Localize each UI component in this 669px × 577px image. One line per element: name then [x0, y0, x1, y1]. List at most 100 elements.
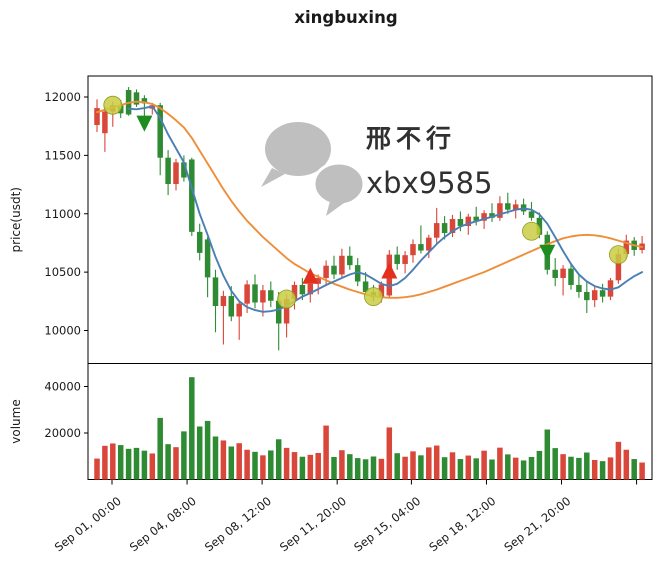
- volume-bar: [607, 457, 614, 480]
- signal-circle-marker: [277, 289, 297, 309]
- volume-bar: [260, 455, 266, 480]
- volume-bar: [212, 436, 219, 480]
- volume-bar: [275, 439, 282, 480]
- volume-bar: [505, 454, 511, 480]
- signal-circle-marker: [103, 95, 123, 115]
- candle-body: [615, 254, 622, 281]
- candle-body: [552, 269, 558, 278]
- candle-body: [457, 219, 464, 227]
- volume-plot: 20000 40000 volume Sep 01, 00:00 Sep 04, 08:…: [9, 363, 653, 555]
- candle-body: [576, 284, 582, 292]
- candle-body: [473, 216, 479, 221]
- candle-body: [481, 213, 487, 221]
- volume-bar: [418, 455, 424, 480]
- volume-bar: [117, 445, 124, 480]
- candle-body: [212, 277, 219, 306]
- volume-bar: [441, 457, 448, 480]
- candle-body: [362, 281, 369, 292]
- volume-bar: [268, 450, 274, 480]
- sell-triangle-marker: [136, 115, 153, 132]
- volume-bar: [457, 459, 464, 480]
- price-y-axis: 10000 10500 11000 11500 12000 price(usdt): [9, 90, 88, 338]
- candle-body: [228, 296, 235, 317]
- x-tick-label: Sep 15, 04:00: [351, 494, 423, 555]
- candle-body: [165, 157, 171, 184]
- volume-bar: [102, 445, 108, 480]
- volume-bar: [149, 453, 156, 480]
- volume-bar: [370, 456, 377, 480]
- volume-bar: [489, 459, 495, 480]
- volume-bar: [347, 454, 353, 480]
- volume-bar: [536, 450, 543, 480]
- volume-bar: [331, 456, 337, 480]
- price-y-tick-label: 11000: [44, 207, 81, 221]
- volume-bar: [520, 460, 527, 480]
- volume-y-tick-label: 20000: [44, 426, 81, 440]
- volume-bar: [449, 452, 456, 480]
- candle-body: [449, 219, 456, 234]
- candle-body: [465, 216, 472, 227]
- candle-body: [331, 265, 337, 275]
- volume-bar: [378, 458, 385, 480]
- watermark: 邢不行 xbx9585: [261, 122, 493, 216]
- price-y-tick-label: 11500: [44, 148, 81, 162]
- candle-body: [512, 204, 519, 210]
- price-y-tick-label: 10000: [44, 324, 81, 338]
- candlesticks: [94, 87, 645, 351]
- x-axis: Sep 01, 00:00 Sep 04, 08:00 Sep 08, 12:00 S…: [52, 479, 638, 555]
- candle-body: [354, 265, 361, 282]
- volume-bar: [252, 451, 258, 480]
- candle-body: [591, 290, 598, 301]
- volume-bar: [94, 458, 100, 480]
- volume-bar: [354, 458, 361, 480]
- x-tick-label: Sep 11, 20:00: [277, 494, 349, 555]
- watermark-text-id: xbx9585: [366, 166, 493, 200]
- volume-bar: [599, 461, 606, 480]
- price-axis-label: price(usdt): [9, 187, 23, 252]
- candle-body: [102, 111, 108, 134]
- volume-y-tick-label: 40000: [44, 380, 81, 394]
- candle-body: [599, 290, 606, 297]
- candle-body: [94, 108, 100, 126]
- candle-body: [347, 255, 353, 266]
- candle-body: [268, 290, 274, 301]
- volume-bar: [528, 456, 535, 480]
- candle-body: [196, 231, 203, 253]
- candle-body: [489, 213, 495, 218]
- volume-bar: [402, 456, 408, 480]
- volume-plot-frame: [87, 363, 653, 480]
- candle-body: [426, 237, 432, 251]
- price-y-tick-label: 10500: [44, 265, 81, 279]
- x-tick-label: Sep 21, 20:00: [501, 494, 573, 555]
- volume-bar: [473, 458, 479, 480]
- volume-bar: [497, 447, 503, 480]
- volume-bar: [552, 448, 558, 480]
- candle-body: [323, 265, 329, 278]
- figure-title: xingbuxing: [294, 8, 397, 27]
- volume-bar: [244, 449, 250, 480]
- volume-bar: [157, 417, 163, 480]
- volume-bar: [110, 443, 116, 480]
- candle-body: [133, 92, 140, 105]
- candle-body: [141, 98, 148, 104]
- candle-body: [204, 239, 211, 278]
- volume-bar: [426, 447, 432, 480]
- candle-body: [291, 284, 298, 299]
- watermark-text-cn: 邢不行: [366, 124, 456, 153]
- volume-bar: [196, 426, 203, 480]
- volume-bar: [315, 452, 321, 480]
- volume-bar: [283, 447, 290, 480]
- candle-body: [283, 298, 290, 324]
- wechat-bubble-small-icon: [312, 161, 366, 207]
- volume-axis-label: volume: [9, 399, 23, 443]
- candle-body: [623, 240, 630, 255]
- volume-bar: [165, 444, 171, 480]
- volume-bar: [433, 445, 440, 480]
- volume-bars: [94, 377, 645, 480]
- ma-fast-line: [127, 105, 644, 313]
- price-y-tick-label: 12000: [44, 90, 81, 104]
- buy-triangle-marker: [302, 267, 319, 284]
- volume-bar: [141, 450, 148, 480]
- x-tick-label: Sep 04, 08:00: [127, 494, 199, 555]
